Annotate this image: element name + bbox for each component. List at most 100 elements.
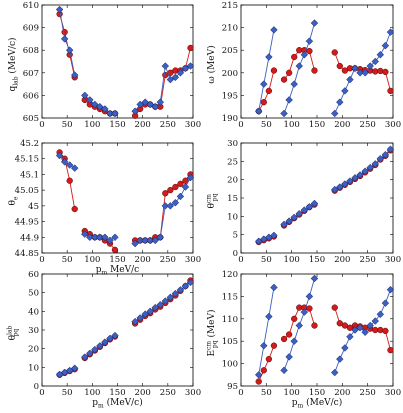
data-point-red: [306, 47, 313, 55]
data-point-blue: [280, 109, 288, 118]
data-point-blue: [305, 203, 314, 211]
data-point-blue: [166, 293, 175, 302]
data-point-blue: [371, 57, 380, 66]
data-point-red: [265, 355, 273, 363]
data-point-blue: [161, 202, 170, 210]
series-red: [56, 10, 194, 119]
x-tick-label: 50: [62, 388, 73, 398]
y-tick-label: 607: [23, 69, 39, 79]
data-point-blue: [366, 321, 374, 330]
x-tick-label: 50: [261, 388, 272, 398]
data-point-blue: [376, 50, 385, 59]
data-point-red: [387, 347, 394, 354]
data-point-blue: [181, 282, 190, 290]
data-point-blue: [70, 71, 79, 79]
x-tick-label: 50: [261, 255, 272, 265]
x-tick-label: 300: [185, 388, 201, 398]
x-tick-label: 150: [309, 388, 325, 398]
data-point-blue: [361, 328, 369, 336]
x-axis-label: pm MeV/c: [96, 265, 139, 277]
x-tick-label: 150: [109, 255, 125, 265]
y-tick-label: 120: [222, 270, 238, 280]
x-tick-label: 100: [84, 120, 100, 130]
data-point-blue: [346, 332, 354, 341]
data-point-blue: [330, 185, 339, 194]
series-line-blue: [59, 155, 75, 169]
data-point-blue: [280, 220, 288, 229]
data-point-blue: [336, 98, 344, 106]
x-axis-label: pm (MeV/c): [92, 397, 142, 410]
data-point-red: [260, 367, 267, 374]
data-point-blue: [171, 198, 180, 207]
data-point-blue: [366, 163, 374, 172]
data-point-blue: [341, 87, 349, 95]
x-tick-label: 0: [238, 255, 243, 265]
x-tick-label: 0: [39, 255, 44, 265]
data-point-blue: [65, 366, 74, 375]
data-point-blue: [330, 109, 339, 118]
y-tick-label: 45.1: [20, 170, 39, 180]
data-point-blue: [65, 46, 74, 54]
data-point-blue: [131, 107, 139, 115]
data-point-red: [382, 327, 389, 335]
panel-mid-right: 0 50 100 150 200 250 300 0 5 10 15 20 25 30 θcmpq: [206, 139, 402, 265]
data-point-blue: [265, 53, 273, 61]
data-point-blue: [310, 199, 319, 208]
data-point-blue: [136, 100, 144, 109]
y-tick-label: 20: [227, 176, 238, 186]
y-tick-label: 0: [233, 249, 238, 259]
data-point-blue: [176, 69, 185, 77]
data-point-blue: [386, 28, 395, 36]
y-tick-label: 110: [222, 315, 238, 325]
data-point-blue: [381, 150, 390, 159]
data-point-blue: [55, 151, 64, 160]
data-point-blue: [260, 341, 268, 350]
y-axis-label: qlab (MeV/c): [7, 37, 20, 91]
data-point-blue: [96, 102, 104, 111]
data-point-blue: [310, 19, 319, 27]
data-point-blue: [254, 237, 263, 246]
data-point-blue: [176, 286, 185, 294]
y-tick-label: 25: [227, 157, 238, 167]
data-point-blue: [65, 161, 74, 169]
data-point-blue: [305, 37, 314, 45]
series-blue: [254, 145, 395, 246]
x-tick-label: 250: [360, 120, 376, 130]
data-point-blue: [260, 80, 268, 88]
data-point-blue: [356, 171, 364, 179]
series-blue: [55, 5, 195, 118]
data-point-blue: [81, 91, 89, 100]
data-point-blue: [106, 334, 114, 343]
data-point-red: [280, 76, 288, 83]
x-tick-label: 200: [334, 120, 350, 130]
data-point-blue: [55, 5, 64, 14]
data-point-red: [377, 326, 384, 334]
series-blue: [55, 151, 195, 248]
panel-mid-left: 0 50 100 150 200 250 300 44.85 44.9 44.95 45 45.05 4…: [8, 139, 201, 277]
data-point-blue: [270, 26, 278, 34]
data-point-blue: [86, 349, 94, 358]
y-tick-label: 105: [222, 337, 238, 347]
data-point-blue: [70, 364, 79, 373]
plot-frame: [41, 4, 194, 119]
data-point-blue: [101, 338, 109, 346]
data-point-blue: [265, 312, 273, 321]
data-point-red: [382, 68, 389, 76]
data-point-blue: [346, 177, 354, 185]
data-point-blue: [166, 202, 175, 210]
data-point-blue: [356, 69, 364, 77]
data-point-blue: [176, 192, 185, 201]
data-point-blue: [131, 317, 139, 326]
x-tick-label: 300: [185, 120, 201, 130]
y-tick-label: 190: [222, 114, 238, 124]
y-tick-label: 40: [28, 307, 39, 317]
panel-top-left: 0 50 100 150 200 250 300 605 606 607 608 609 610 qlab…: [7, 1, 201, 130]
y-tick-label: 605: [23, 114, 39, 124]
data-point-blue: [111, 109, 119, 118]
data-point-blue: [366, 62, 374, 70]
data-point-blue: [381, 299, 390, 307]
data-point-blue: [280, 366, 288, 375]
data-point-blue: [146, 236, 154, 245]
data-point-blue: [186, 173, 195, 182]
data-point-blue: [290, 213, 298, 222]
